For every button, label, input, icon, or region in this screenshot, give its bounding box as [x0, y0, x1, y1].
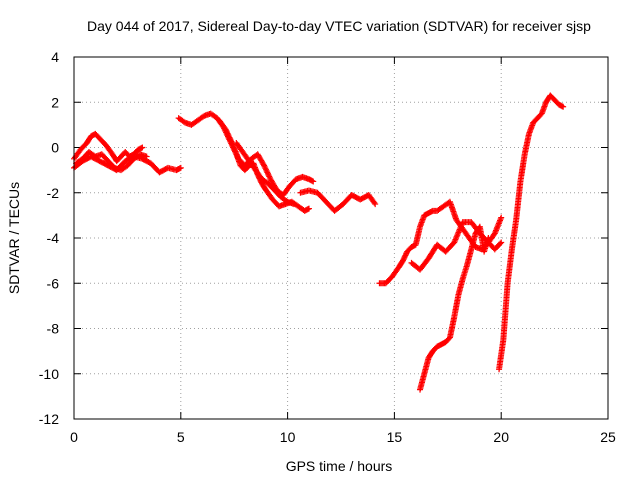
- data-point: [266, 174, 273, 181]
- plot-frame: [73, 56, 609, 420]
- data-point: [305, 205, 312, 212]
- y-tick-label: -8: [47, 321, 60, 337]
- x-axis-label: GPS time / hours: [286, 458, 393, 474]
- data-point: [264, 170, 271, 177]
- data-point: [226, 134, 233, 141]
- series-track-10: [417, 223, 492, 393]
- data-point: [263, 168, 270, 175]
- data-points: [71, 92, 567, 393]
- series-track-7: [297, 187, 379, 214]
- x-tick-label: 0: [70, 429, 78, 445]
- y-tick-label: -6: [47, 275, 60, 291]
- data-point: [227, 137, 234, 144]
- data-point: [143, 153, 150, 160]
- data-point: [260, 161, 267, 168]
- series-track-3: [73, 149, 150, 174]
- data-point: [223, 127, 230, 134]
- y-tick-label: -4: [47, 230, 60, 246]
- data-point: [485, 235, 492, 241]
- data-point: [224, 130, 231, 137]
- data-point: [264, 169, 271, 176]
- data-point: [266, 173, 273, 180]
- data-point: [261, 162, 268, 169]
- data-point: [228, 138, 235, 145]
- chart-title: Day 044 of 2017, Sidereal Day-to-day VTE…: [87, 18, 591, 34]
- data-point: [263, 166, 270, 173]
- data-point: [498, 214, 505, 221]
- x-tick-label: 20: [493, 429, 509, 445]
- y-tick-label: -2: [47, 185, 60, 201]
- data-point: [497, 240, 504, 247]
- data-point: [310, 178, 317, 185]
- data-point: [223, 129, 230, 136]
- y-tick-label: -10: [39, 366, 59, 382]
- data-point: [227, 135, 234, 142]
- data-point: [177, 164, 184, 171]
- series-track-1: [71, 130, 146, 165]
- data-point: [262, 165, 269, 172]
- data-point: [222, 126, 229, 133]
- series-track-6: [233, 139, 298, 208]
- data-point: [560, 103, 567, 110]
- axis-ticks: 0 5 10 15 20 25 -12 -10 -8 -6 -4 -2 0 2 4: [39, 49, 616, 445]
- data-point: [225, 131, 232, 138]
- data-point: [371, 199, 378, 206]
- data-point: [261, 163, 268, 170]
- x-tick-label: 5: [177, 429, 185, 445]
- y-axis-label: SDTVAR / TECUs: [6, 182, 22, 294]
- data-point: [225, 133, 232, 140]
- x-tick-label: 15: [387, 429, 403, 445]
- series-track-9: [408, 219, 505, 273]
- y-tick-label: 2: [51, 94, 59, 110]
- y-tick-label: -12: [39, 411, 59, 427]
- data-point: [291, 201, 298, 208]
- data-point: [265, 172, 272, 179]
- series-track-11: [496, 92, 567, 373]
- x-tick-label: 10: [280, 429, 296, 445]
- y-tick-label: 0: [51, 140, 59, 156]
- data-point: [372, 201, 379, 208]
- grid: [74, 57, 608, 419]
- x-tick-label: 25: [600, 429, 616, 445]
- data-point: [139, 144, 146, 151]
- data-point: [498, 239, 505, 246]
- y-tick-label: 4: [51, 49, 59, 65]
